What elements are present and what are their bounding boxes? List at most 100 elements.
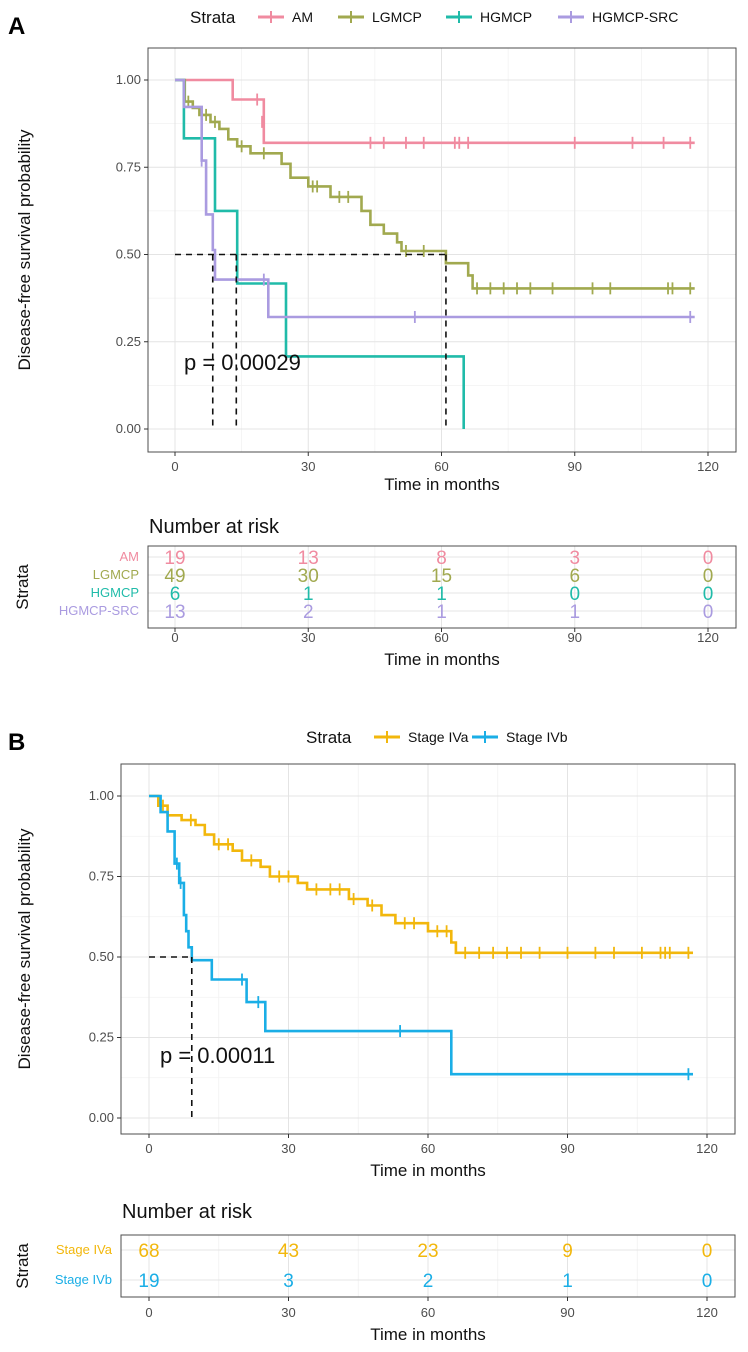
risk-table-title: Number at risk: [149, 516, 280, 538]
risk-count: 3: [283, 1271, 294, 1292]
x-tick-label: 0: [145, 1141, 152, 1156]
survival-curve-stage-ivb: [149, 794, 693, 1076]
risk-row-label: HGMCP-SRC: [59, 603, 139, 618]
risk-count: 2: [303, 602, 314, 623]
series-stage-iva: [149, 794, 693, 959]
risk-x-tick-label: 120: [696, 1305, 718, 1320]
x-axis-title: Time in months: [370, 1161, 486, 1180]
risk-x-axis-title: Time in months: [370, 1325, 486, 1344]
median-lines: [175, 253, 447, 429]
risk-row-label: LGMCP: [93, 567, 139, 582]
survival-curve-stage-iva: [149, 794, 693, 955]
series-hgmcp-src: [175, 78, 695, 323]
legend-item-stage-ivb: Stage IVb: [472, 729, 568, 745]
grid: [148, 48, 736, 452]
series-stage-ivb: [149, 794, 693, 1081]
risk-count: 0: [569, 584, 580, 605]
x-tick-label: 60: [434, 459, 448, 474]
risk-x-tick-label: 120: [697, 630, 719, 645]
panel-letter: B: [8, 729, 25, 756]
risk-x-tick-label: 30: [281, 1305, 295, 1320]
x-tick-label: 60: [421, 1141, 435, 1156]
risk-count: 49: [164, 566, 185, 587]
risk-x-tick-label: 0: [171, 630, 178, 645]
risk-count: 6: [569, 566, 580, 587]
risk-count: 68: [138, 1241, 159, 1262]
risk-count: 0: [702, 1271, 713, 1292]
risk-count: 1: [436, 584, 447, 605]
x-tick-label: 120: [696, 1141, 718, 1156]
grid: [121, 764, 735, 1134]
risk-x-tick-label: 90: [560, 1305, 574, 1320]
legend-item-am: AM: [258, 9, 313, 25]
y-tick-label: 1.00: [116, 72, 141, 87]
y-axis-title: Disease-free survival probability: [15, 828, 34, 1069]
risk-x-tick-label: 30: [301, 630, 315, 645]
y-tick-label: 0.25: [116, 334, 141, 349]
y-tick-label: 0.75: [116, 159, 141, 174]
risk-row-hgmcp: HGMCP 6 1 1 0 0: [91, 584, 714, 605]
risk-count: 1: [562, 1271, 573, 1292]
x-tick-label: 30: [301, 459, 315, 474]
risk-y-axis-title: Strata: [13, 1243, 32, 1289]
risk-count: 3: [569, 548, 580, 569]
survival-curve-hgmcp: [175, 78, 465, 429]
risk-count: 30: [298, 566, 319, 587]
risk-count: 15: [431, 566, 452, 587]
legend-label: HGMCP-SRC: [592, 9, 678, 25]
risk-count: 2: [423, 1271, 434, 1292]
legend-label: Stage IVa: [408, 729, 469, 745]
risk-row-label: Stage IVa: [56, 1242, 113, 1257]
legend-item-hgmcp-src: HGMCP-SRC: [558, 9, 678, 25]
legend-item-lgmcp: LGMCP: [338, 9, 422, 25]
x-axis-title: Time in months: [384, 475, 500, 494]
x-tick-label: 0: [171, 459, 178, 474]
legend-label: LGMCP: [372, 9, 422, 25]
y-tick-label: 0.50: [89, 949, 114, 964]
risk-count: 0: [703, 548, 714, 569]
risk-count: 8: [436, 548, 447, 569]
legend-label: AM: [292, 9, 313, 25]
risk-count: 0: [703, 566, 714, 587]
risk-table-title: Number at risk: [122, 1201, 253, 1223]
risk-row-lgmcp: LGMCP 49 30 15 6 0: [93, 566, 714, 587]
x-tick-label: 90: [568, 459, 582, 474]
risk-count: 6: [170, 584, 181, 605]
legend-title: Strata: [190, 8, 236, 27]
risk-row-stage-ivb: Stage IVb 19 3 2 1 0: [55, 1271, 712, 1292]
y-tick-label: 0.25: [89, 1030, 114, 1045]
y-tick-label: 0.00: [89, 1110, 114, 1125]
risk-y-axis-title: Strata: [13, 564, 32, 610]
legend-item-stage-iva: Stage IVa: [374, 729, 469, 745]
risk-row-hgmcp-src: HGMCP-SRC 13 2 1 1 0: [59, 602, 713, 623]
x-tick-label: 90: [560, 1141, 574, 1156]
series-am: [175, 78, 695, 149]
risk-row-stage-iva: Stage IVa 68 43 23 9 0: [56, 1241, 712, 1262]
risk-row-label: Stage IVb: [55, 1272, 112, 1287]
risk-count: 13: [164, 602, 185, 623]
risk-count: 0: [703, 584, 714, 605]
survival-curve-am: [175, 78, 695, 145]
p-value: p = 0.00029: [184, 350, 301, 375]
risk-x-axis-title: Time in months: [384, 650, 500, 669]
risk-count: 19: [138, 1271, 159, 1292]
risk-x-tick-label: 60: [421, 1305, 435, 1320]
risk-count: 1: [569, 602, 580, 623]
risk-count: 0: [702, 1241, 713, 1262]
panel-letter: A: [8, 13, 25, 40]
legend-label: HGMCP: [480, 9, 532, 25]
x-tick-label: 120: [697, 459, 719, 474]
risk-count: 1: [436, 602, 447, 623]
legend-label: Stage IVb: [506, 729, 568, 745]
x-tick-label: 30: [281, 1141, 295, 1156]
y-tick-label: 0.75: [89, 869, 114, 884]
y-tick-label: 1.00: [89, 788, 114, 803]
risk-row-am: AM 19 13 8 3 0: [120, 548, 714, 569]
risk-x-tick-label: 90: [568, 630, 582, 645]
median-lines: [149, 956, 193, 1118]
risk-x-tick-label: 0: [145, 1305, 152, 1320]
